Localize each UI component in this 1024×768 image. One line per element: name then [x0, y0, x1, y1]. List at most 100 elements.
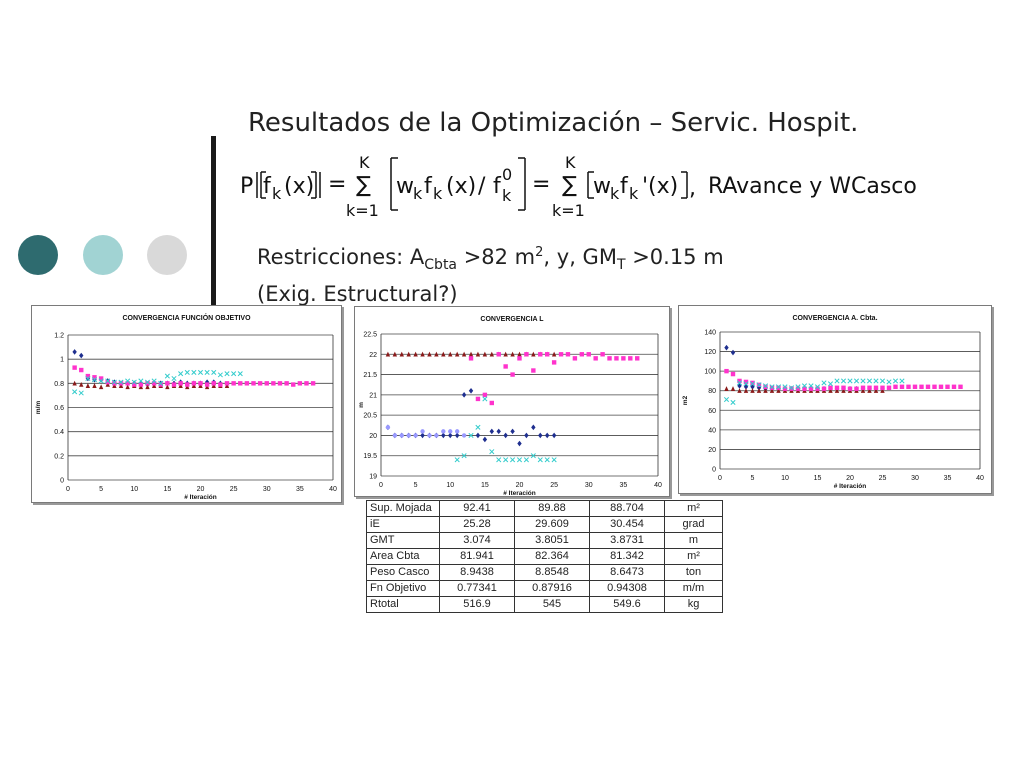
data-point	[893, 384, 898, 389]
data-point	[420, 432, 425, 439]
data-point	[743, 381, 749, 387]
data-point	[565, 352, 571, 357]
data-point	[496, 352, 501, 357]
data-point	[125, 384, 130, 390]
x-tick-label: 5	[414, 482, 418, 489]
x-tick-label: 10	[130, 486, 138, 493]
data-point	[756, 384, 762, 391]
data-point	[847, 378, 853, 384]
data-point	[138, 382, 144, 387]
data-point	[441, 432, 446, 439]
data-point	[441, 351, 446, 357]
formula-k-sub: k	[502, 186, 512, 205]
data-point	[572, 356, 578, 361]
data-point	[211, 369, 217, 376]
data-point	[92, 375, 97, 380]
cell-v2: 8.8548	[514, 564, 590, 581]
data-point	[297, 381, 303, 386]
data-point	[899, 384, 905, 389]
data-point	[873, 385, 879, 390]
data-point	[413, 433, 418, 438]
data-point	[776, 388, 781, 393]
data-point	[277, 381, 283, 386]
data-point	[151, 383, 157, 388]
data-point	[749, 381, 756, 387]
cell-unit: m/m	[664, 580, 723, 597]
x-axis-label: # Iteración	[184, 494, 217, 501]
data-point	[385, 351, 391, 357]
data-point	[217, 372, 223, 378]
x-axis-label: # Iteración	[834, 483, 867, 490]
data-point	[434, 433, 439, 438]
data-point	[454, 432, 460, 439]
data-point	[769, 385, 775, 390]
data-point	[406, 351, 411, 357]
data-point	[454, 351, 460, 357]
data-point	[257, 381, 263, 386]
data-point	[204, 369, 210, 376]
cell-v3: 81.342	[589, 548, 665, 565]
data-point	[165, 384, 170, 390]
x-tick-label: 5	[99, 486, 103, 493]
data-point	[482, 351, 488, 357]
cell-v1: 3.074	[439, 532, 515, 549]
data-point	[788, 385, 795, 391]
data-point	[420, 429, 425, 434]
data-point	[79, 367, 84, 373]
data-point	[736, 380, 743, 386]
y-tick-label: 0	[712, 467, 716, 474]
data-point	[579, 352, 585, 357]
data-point	[406, 433, 411, 438]
data-point	[886, 385, 892, 390]
data-point	[112, 383, 117, 388]
data-point	[538, 352, 543, 357]
x-tick-label: 20	[197, 486, 205, 493]
data-point	[834, 388, 840, 393]
restrictions-line-1: Restricciones: ACbta >82 m2, y, GMT >0.1…	[257, 238, 724, 280]
formula-sum: ∑	[562, 173, 577, 198]
data-point	[85, 383, 91, 388]
data-point	[231, 381, 236, 386]
formula-sum-upper: K	[359, 153, 370, 172]
formula-k-sub: k	[413, 184, 423, 203]
data-point	[545, 352, 550, 357]
formula-bracket	[518, 157, 526, 211]
chart-title: CONVERGENCIA L	[480, 316, 544, 323]
y-tick-label: 19.5	[363, 453, 377, 460]
cell-v1: 516.9	[439, 596, 515, 613]
cell-unit: m²	[664, 500, 723, 517]
data-point	[468, 356, 474, 361]
restr-text-b: >82 m	[457, 245, 536, 269]
formula-bracket	[256, 171, 266, 199]
data-point	[482, 436, 488, 443]
data-point	[756, 388, 762, 393]
data-point	[821, 386, 827, 391]
data-point	[475, 432, 481, 439]
data-point	[808, 383, 814, 389]
data-point	[475, 351, 481, 357]
data-point	[906, 384, 911, 389]
data-point	[795, 386, 801, 391]
formula-sum-upper: K	[565, 153, 576, 172]
data-point	[730, 399, 736, 406]
vertical-divider	[211, 136, 216, 311]
table-row: Fn Objetivo 0.77341 0.87916 0.94308 m/m	[366, 580, 723, 597]
data-point	[834, 385, 840, 390]
data-point	[524, 432, 529, 439]
cell-unit: ton	[664, 564, 723, 581]
data-point	[118, 381, 124, 386]
results-table: Sup. Mojada 92.41 89.88 88.704 m² iE 25.28 29.6…	[366, 500, 723, 613]
data-point	[91, 377, 98, 383]
data-point	[879, 378, 886, 384]
data-point	[105, 379, 110, 385]
slide-title: Resultados de la Optimización – Servic. …	[248, 108, 859, 138]
data-point	[72, 365, 77, 370]
data-point	[271, 381, 276, 386]
x-tick-label: 25	[230, 486, 238, 493]
formula-k-sub: k	[629, 184, 639, 203]
data-point	[537, 457, 543, 463]
formula-f: f	[424, 174, 433, 199]
data-point	[847, 386, 853, 391]
data-point	[737, 378, 742, 384]
formula-sum-lower: k=1	[346, 201, 379, 220]
